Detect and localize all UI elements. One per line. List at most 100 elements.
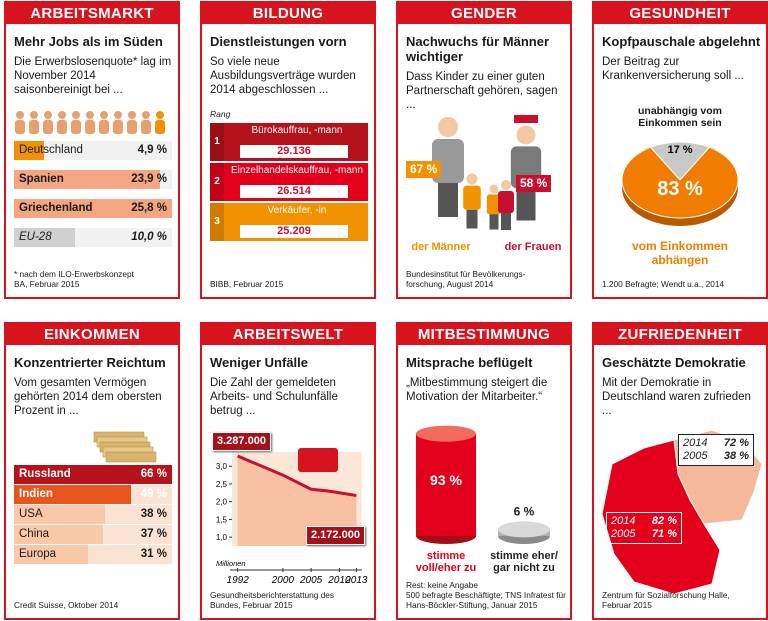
bar [14,545,89,564]
panel-text: Dass Kinder zu einer guten Partnerschaft… [406,71,558,111]
slice-label: vom Einkommen abhängen [631,239,729,267]
bar-label: Europa [19,548,57,560]
bar [14,228,76,247]
panel-text: So viele neue Ausbildungsverträge wurden… [210,56,356,96]
region-row: 2005 38 % [683,450,749,463]
panel: GENDER Nachwuchs für Männer wichtiger Dass… [396,1,572,299]
decor [93,431,157,463]
value-box: 58 % [516,175,552,192]
source-line: BA, Februar 2015 [14,279,80,289]
x-tick-label: 2013 [344,575,368,586]
person-icon-head [128,111,136,119]
person-icon-body [127,120,137,134]
rank-row: 2 Einzelhandelskauffrau, -mann 26.514 [210,163,368,201]
panel-title: Nachwuchs für Männer wichtiger [406,34,550,64]
cylinder-value: 6 % [514,504,535,518]
source-line: Zentrum für Sozialforschung Halle, [602,590,730,600]
person-icon-head [142,111,150,119]
pie-slice [621,146,739,219]
source: * nach dem ILO-Erwerbskonzept BA, Februar… [14,269,174,289]
bar-label: Griechenland [19,202,93,214]
panel-header: ZUFRIEDENHEIT [594,324,766,345]
figure-body [498,191,514,213]
person-icon-head [44,111,52,119]
figure-caption: der Männer [411,241,471,253]
panel-header: EINKOMMEN [6,324,178,345]
slice-label: unabhängig vom Einkommen sein [638,105,722,129]
panel-body: Mitsprache beflügelt „Mitbestimmung steig… [406,355,566,404]
source: Gesundheitsberichterstattung des Bundes, … [210,590,370,610]
panel: MITBESTIMMUNG Mitsprache beflügelt „Mitbes… [396,322,572,620]
source-line: Gesundheitsberichterstattung des [210,590,335,600]
rank-name: Einzelhandelskauffrau, -mann [230,165,364,176]
bar-value: 66 % [140,468,167,480]
source-line: Bundesinstitut für Bevölkerungs- [406,269,526,279]
panel-body: Dienstleistungen vorn So viele neue Ausbi… [210,34,370,97]
year: 2014 [683,437,708,449]
slice-value: 83 % [657,178,703,200]
person-icon-body [43,120,53,134]
panel-title: Mitsprache beflügelt [406,355,533,370]
rank-number: 2 [210,163,224,201]
person-icon-head [156,111,164,119]
person-icon-body [155,120,165,134]
pie: 17 % 83 % [621,141,739,226]
region-box: 2014 72 % 2005 38 % [678,434,754,466]
panel-text: Der Beitrag zur Krankenversicherung soll… [602,56,744,82]
panel-title: Geschätzte Demokratie [602,355,746,370]
rank-number: 1 [210,123,224,161]
cylinders: 93 % 6 % [416,425,550,544]
person-icon-head [72,111,80,119]
person-icon-head [16,111,24,119]
source-line: BIBB, Februar 2015 [210,279,284,289]
y-tick-label: 1,0 [216,533,228,542]
person-icon-body [113,120,123,134]
y-unit: Millionen [216,559,246,568]
region-row: 2014 82 % [611,515,677,528]
line [237,454,357,498]
person-icon-head [58,111,66,119]
bar-row: EU-28 10,0 % [14,228,172,247]
panel: BILDUNG Dienstleistungen vorn So viele neu… [200,1,376,299]
bar-value: 49 % [140,488,167,500]
bar-value: 25,8 % [131,202,167,214]
figure-legs [501,213,511,230]
person-icon-head [100,111,108,119]
bar-value: 4,9 % [137,144,167,156]
bar-value: 38 % [140,508,167,520]
x-tick-label: 2010 [327,575,351,586]
person-icon-body [71,120,81,134]
bar-value: 37 % [140,528,167,540]
rank-value: 25.209 [277,225,311,237]
bar-value: 23,9 % [131,173,167,185]
annotation-text: 2.172.000 [311,529,360,541]
source: Bundesinstitut für Bevölkerungs-forschun… [406,269,566,289]
rank-value-box: 25.209 [240,225,348,238]
bar-row: Spanien 23,9 % [14,170,172,189]
slice-value: 17 % [667,144,692,156]
region-box: 2014 82 % 2005 71 % [606,512,682,544]
bar-value: 31 % [140,548,167,560]
rank-name: Bürokauffrau, -mann [251,125,343,136]
cylinder-top [416,425,476,442]
bar-row: Griechenland 25,8 % [14,199,172,218]
panel-body: Geschätzte Demokratie Mit der Demokratie … [602,355,762,418]
panel-header: BILDUNG [202,3,374,24]
panel-title: Konzentrierter Reichtum [14,355,166,370]
panel-text: Die Zahl der gemeldeten Arbeits- und Sch… [210,377,338,417]
annotation-text: 3.287.000 [217,435,266,447]
rank-label: Rang [210,109,231,119]
panel-text: Vom gesamten Vermögen gehörten 2014 dem … [14,377,162,417]
person-icon-head [86,111,94,119]
rank-number: 3 [210,203,224,241]
x-tick-label: 2000 [271,575,295,586]
panel-body: Konzentrierter Reichtum Vom gesamten Verm… [14,355,174,418]
source: Zentrum für Sozialforschung Halle, Februa… [602,590,762,610]
rank-value-box: 26.514 [240,185,348,198]
y-tick-label: 1,5 [216,515,228,524]
figure-caption: der Frauen [504,241,562,253]
person-icon-body [85,120,95,134]
figure-legs [516,188,536,221]
panel: ARBEITSMARKT Mehr Jobs als im Süden Die Er… [4,1,180,299]
